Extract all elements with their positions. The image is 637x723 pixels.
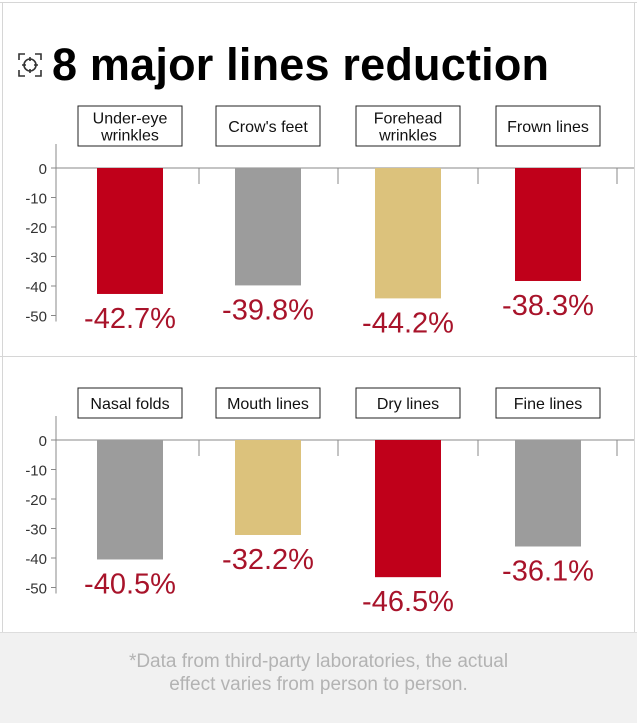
y-tick-label: -10	[25, 191, 47, 208]
bar	[515, 440, 581, 547]
category-label: wrinkles	[100, 128, 159, 145]
bar	[235, 440, 301, 535]
category-label: Dry lines	[377, 396, 439, 413]
footnote: *Data from third-party laboratories, the…	[0, 632, 637, 723]
y-tick-label: -50	[25, 581, 47, 598]
bar	[375, 440, 441, 578]
data-value-label: -39.8%	[222, 294, 314, 326]
footnote-line-2: effect varies from person to person.	[169, 674, 468, 695]
section-divider	[0, 356, 637, 357]
y-tick-label: -30	[25, 250, 47, 267]
y-tick-label: -40	[25, 551, 47, 568]
category-label-box	[77, 387, 183, 419]
data-value-label: -36.1%	[502, 555, 594, 587]
y-tick-label: 0	[39, 161, 47, 178]
bar	[97, 440, 163, 560]
data-value-label: -38.3%	[502, 290, 594, 322]
bar	[375, 168, 441, 299]
category-label-box	[495, 105, 601, 147]
y-tick-label: -50	[25, 309, 47, 326]
top-frame-line	[0, 2, 637, 3]
category-label-box	[215, 105, 321, 147]
category-label: Fine lines	[514, 396, 582, 413]
category-label-box	[355, 105, 461, 147]
y-tick-label: 0	[39, 433, 47, 450]
bar	[235, 168, 301, 286]
crosshair-icon	[18, 53, 42, 77]
y-tick-label: -20	[25, 492, 47, 509]
bar	[515, 168, 581, 281]
category-label-box	[495, 387, 601, 419]
y-tick-label: -10	[25, 463, 47, 480]
right-frame-line	[634, 2, 635, 632]
y-tick-label: -20	[25, 220, 47, 237]
chart-panel-2: 0 -10 -20 -30 -40 -50 Nasal folds -40.5% Mouth l…	[25, 387, 634, 618]
category-label: Forehead	[374, 111, 443, 128]
chart-panel-1: 0-10-20-30-40-50Under-eyewrinkles-42.7%C…	[25, 105, 634, 339]
chart-title: 8 major lines reduction	[16, 36, 549, 94]
category-label-box	[215, 387, 321, 419]
data-value-label: -44.2%	[362, 307, 454, 339]
footnote-line-1: *Data from third-party laboratories, the…	[128, 651, 509, 672]
category-label: Crow's feet	[228, 119, 308, 136]
category-label: wrinkles	[378, 128, 437, 145]
category-label: Mouth lines	[227, 396, 309, 413]
data-value-label: -42.7%	[84, 303, 176, 335]
category-label-box	[77, 105, 183, 147]
category-label: Frown lines	[507, 119, 589, 136]
y-tick-label: -30	[25, 522, 47, 539]
chart-title-text: 8 major lines reduction	[52, 39, 550, 90]
y-tick-label: -40	[25, 279, 47, 296]
data-value-label: -40.5%	[84, 568, 176, 600]
left-frame-line	[2, 2, 3, 632]
category-label-box	[355, 387, 461, 419]
data-value-label: -32.2%	[222, 544, 314, 576]
category-label: Nasal folds	[90, 396, 169, 413]
data-value-label: -46.5%	[362, 586, 454, 618]
category-label: Under-eye	[93, 111, 168, 128]
bar	[97, 168, 163, 294]
